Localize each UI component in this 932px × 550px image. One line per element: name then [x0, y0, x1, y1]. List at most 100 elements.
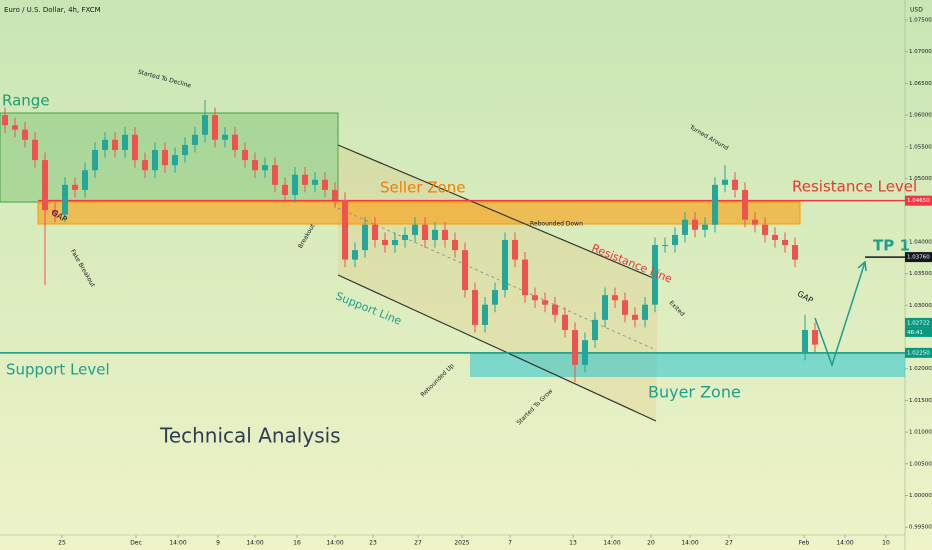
candle-body	[812, 330, 818, 345]
x-tick-label: 10	[882, 540, 890, 547]
candle-body	[692, 219, 698, 230]
candle-body	[292, 174, 298, 195]
candle-body	[382, 239, 388, 246]
candle-body	[562, 314, 568, 331]
candle-body	[702, 224, 708, 230]
x-tick-label: 2025	[454, 540, 469, 547]
candle-body	[342, 200, 348, 260]
x-tick-label: 14:00	[603, 540, 620, 547]
candle-body	[392, 239, 398, 246]
candle-body	[492, 290, 498, 305]
annotation: TP 1	[873, 237, 910, 255]
range-box	[0, 112, 339, 203]
x-tick-label: Dec	[130, 540, 142, 547]
candle-body	[222, 134, 228, 140]
candle-body	[182, 144, 188, 156]
y-tick-label: 1.06500	[909, 81, 932, 87]
candle-body	[502, 239, 508, 291]
y-tick-label: 1.07000	[909, 49, 932, 55]
x-tick-label: 23	[369, 540, 377, 547]
candle-body	[102, 139, 108, 150]
x-tick-label: Feb	[799, 540, 810, 547]
candle-body	[252, 160, 258, 171]
candle-body	[522, 259, 528, 296]
candle-body	[472, 290, 478, 325]
x-tick-label: 27	[414, 540, 422, 547]
price-label-box	[905, 317, 932, 328]
y-tick-label: 1.07500	[909, 17, 932, 23]
candle-body	[402, 234, 408, 240]
candle-body	[322, 179, 328, 190]
y-tick-label: 1.00000	[909, 493, 932, 499]
y-tick-label: 1.02000	[909, 366, 932, 372]
candle-body	[662, 245, 668, 247]
candle-body	[92, 149, 98, 171]
candle-body	[282, 184, 288, 195]
y-tick-label: 1.05500	[909, 144, 932, 150]
candle-body	[452, 239, 458, 251]
candle-body	[672, 234, 678, 246]
price-label: 1.02250	[907, 350, 930, 356]
candle-body	[362, 224, 368, 251]
annotation: Rebounded Down	[530, 221, 583, 228]
candle-body	[482, 304, 488, 325]
chart-title: Euro / U.S. Dollar, 4h, FXCM	[4, 6, 101, 14]
candle-body	[462, 250, 468, 291]
y-tick-label: 1.05000	[909, 176, 932, 182]
y-tick-label: 0.99500	[909, 525, 932, 531]
candle-body	[422, 224, 428, 240]
candle-body	[552, 304, 558, 315]
price-label: 1.04650	[907, 198, 930, 204]
annotation: Buyer Zone	[648, 383, 741, 402]
candle-body	[32, 139, 38, 161]
candle-body	[62, 184, 68, 215]
countdown-box	[905, 327, 932, 337]
x-tick-label: 20	[647, 540, 655, 547]
candle-body	[22, 129, 28, 140]
candle-body	[142, 160, 148, 171]
candle-body	[622, 300, 628, 315]
candle-body	[2, 115, 8, 126]
candle-body	[592, 319, 598, 341]
currency: USD	[910, 7, 923, 14]
x-tick-label: 14:00	[246, 540, 263, 547]
annotation: Seller Zone	[380, 179, 465, 197]
candle-body	[192, 134, 198, 145]
price-label: 1.03760	[907, 255, 930, 261]
y-tick-label: 1.00500	[909, 461, 932, 467]
x-tick-label: 27	[725, 540, 733, 547]
countdown: 46:41	[907, 330, 923, 336]
candle-body	[582, 340, 588, 365]
candle-body	[642, 304, 648, 320]
candle-body	[152, 149, 158, 171]
x-tick-label: 9	[216, 540, 220, 547]
x-tick-label: 14:00	[169, 540, 186, 547]
projection-arrowhead	[857, 260, 867, 272]
candle-body	[682, 219, 688, 235]
candle-body	[802, 330, 808, 353]
projection-path	[814, 261, 866, 368]
candle-body	[432, 229, 438, 240]
candle-body	[52, 210, 58, 215]
candle-body	[772, 234, 778, 240]
candle-body	[272, 165, 278, 185]
candle-body	[542, 300, 548, 305]
candle-body	[532, 295, 538, 301]
support-channel-line	[337, 274, 657, 422]
candle-body	[712, 184, 718, 225]
candle-body	[332, 189, 338, 201]
x-tick-label: 13	[569, 540, 577, 547]
candle-body	[122, 134, 128, 150]
seller-zone-box	[37, 201, 801, 225]
candle-body	[232, 134, 238, 150]
candle-body	[372, 224, 378, 240]
candle-body	[262, 165, 268, 171]
candle-body	[242, 149, 248, 161]
candle-body	[172, 155, 178, 166]
y-tick-label: 1.01500	[909, 398, 932, 404]
marks	[0, 99, 905, 383]
candle-body	[652, 245, 658, 305]
y-tick-label: 1.01000	[909, 430, 932, 436]
candle-body	[792, 245, 798, 260]
